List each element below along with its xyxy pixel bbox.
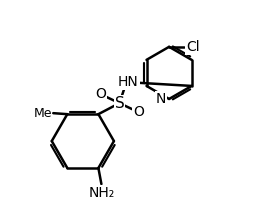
- Text: O: O: [95, 87, 106, 101]
- Text: N: N: [156, 92, 166, 106]
- Text: HN: HN: [118, 75, 139, 89]
- Text: Me: Me: [34, 107, 52, 120]
- Text: NH₂: NH₂: [88, 186, 115, 200]
- Text: Me: Me: [33, 107, 51, 120]
- Text: O: O: [133, 105, 144, 119]
- Text: S: S: [115, 96, 124, 111]
- Text: Cl: Cl: [186, 40, 200, 54]
